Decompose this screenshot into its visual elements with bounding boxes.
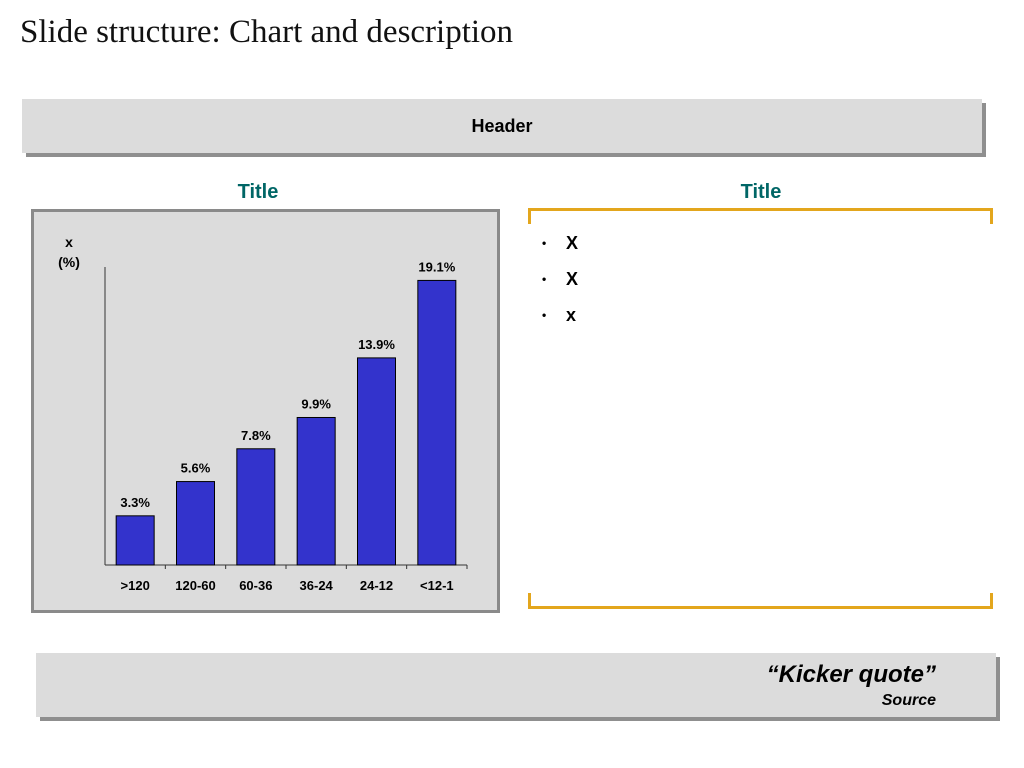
bar bbox=[296, 416, 336, 566]
bullet-text: X bbox=[566, 233, 579, 253]
bar bbox=[236, 448, 276, 566]
data-label: 19.1% bbox=[418, 259, 455, 274]
bar bbox=[357, 357, 396, 566]
bar bbox=[115, 515, 155, 566]
slide-title: Slide structure: Chart and description bbox=[20, 14, 514, 50]
chart-panel: x (%) 3.3% >120 5.6% 120-60 7.8% 60-36 9.9% 36-… bbox=[31, 209, 500, 613]
data-label: 13.9% bbox=[358, 337, 395, 352]
x-tick-label: 24-12 bbox=[360, 578, 393, 593]
bullet-item: • X bbox=[542, 232, 578, 268]
x-tick-label: >120 bbox=[121, 578, 150, 593]
chart-panel-title: Title bbox=[237, 181, 279, 203]
bullet-icon: • bbox=[542, 308, 547, 322]
x-tick-label: 60-36 bbox=[239, 578, 272, 593]
header-bar: Header bbox=[22, 99, 982, 153]
data-label: 7.8% bbox=[241, 428, 271, 443]
kicker-bar: “Kicker quote” Source bbox=[36, 653, 996, 717]
bar bbox=[417, 279, 457, 566]
x-tick-label: 120-60 bbox=[175, 578, 215, 593]
kicker-quote: “Kicker quote” bbox=[766, 661, 936, 688]
bullet-item: • X bbox=[542, 268, 578, 304]
y-axis-label: x bbox=[65, 234, 73, 250]
data-label: 5.6% bbox=[181, 461, 211, 476]
data-label: 3.3% bbox=[120, 495, 150, 510]
bullet-list: • X • X • x bbox=[542, 232, 578, 340]
bullet-item: • x bbox=[542, 304, 578, 340]
kicker-source: Source bbox=[881, 692, 936, 709]
x-tick-label: 36-24 bbox=[300, 578, 334, 593]
description-panel-title: Title bbox=[740, 181, 782, 203]
description-bracket-bottom bbox=[528, 593, 993, 609]
x-tick-label: <12-1 bbox=[420, 578, 454, 593]
bar-chart: x (%) 3.3% >120 5.6% 120-60 7.8% 60-36 9.9% 36-… bbox=[58, 234, 468, 593]
y-axis-unit-label: (%) bbox=[58, 254, 80, 270]
bullet-icon: • bbox=[542, 272, 547, 286]
data-label: 9.9% bbox=[301, 396, 331, 411]
header-label: Header bbox=[471, 115, 533, 136]
bullet-text: x bbox=[566, 305, 577, 325]
bar bbox=[176, 481, 215, 566]
bullet-text: X bbox=[566, 269, 579, 289]
bullet-icon: • bbox=[542, 236, 547, 250]
description-bracket-top bbox=[528, 208, 993, 224]
